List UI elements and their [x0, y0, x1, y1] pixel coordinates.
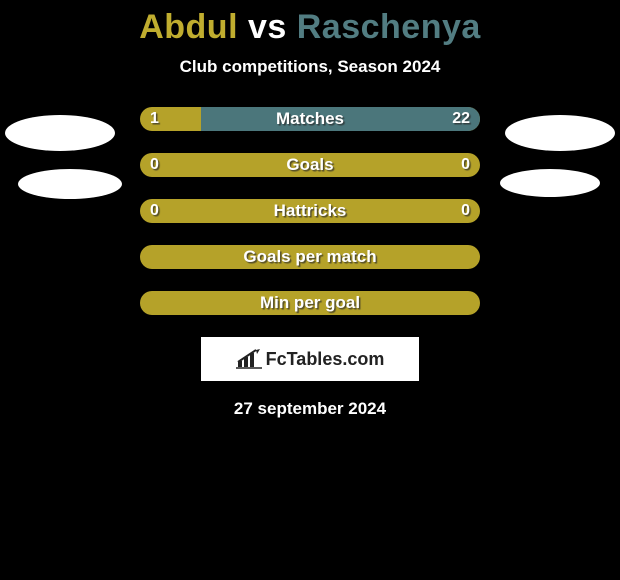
stat-value-left: 0	[150, 156, 159, 174]
logo-box: FcTables.com	[201, 337, 419, 381]
stat-value-right: 0	[461, 156, 470, 174]
stat-row: Goals0 0	[140, 153, 480, 177]
stat-value-left: 0	[150, 202, 159, 220]
stat-label: Min per goal	[140, 293, 480, 313]
avatar-right-secondary	[500, 169, 600, 197]
stat-label: Goals	[140, 155, 480, 175]
logo-text: FcTables.com	[266, 349, 385, 370]
stat-row: Min per goal	[140, 291, 480, 315]
stat-value-left: 1	[150, 110, 159, 128]
stat-label: Hattricks	[140, 201, 480, 221]
avatar-left-primary	[5, 115, 115, 151]
stat-value-right: 22	[452, 110, 470, 128]
stat-label: Goals per match	[140, 247, 480, 267]
avatar-left-secondary	[18, 169, 122, 199]
date-label: 27 september 2024	[0, 399, 620, 419]
subtitle: Club competitions, Season 2024	[0, 57, 620, 77]
stat-row: Goals per match	[140, 245, 480, 269]
title-player-right: Raschenya	[297, 8, 481, 46]
stat-value-right: 0	[461, 202, 470, 220]
page-title: Abdul vs Raschenya	[0, 0, 620, 47]
bar-chart-icon	[236, 349, 262, 369]
stat-row: Matches1 22	[140, 107, 480, 131]
comparison-panel: Matches122Goals00Hattricks00Goals per ma…	[0, 107, 620, 315]
stat-rows: Matches122Goals00Hattricks00Goals per ma…	[140, 107, 480, 315]
title-vs: vs	[238, 8, 297, 46]
avatar-right-primary	[505, 115, 615, 151]
stat-label: Matches	[140, 109, 480, 129]
title-player-left: Abdul	[139, 8, 238, 46]
stat-row: Hattricks0 0	[140, 199, 480, 223]
logo: FcTables.com	[236, 349, 385, 370]
